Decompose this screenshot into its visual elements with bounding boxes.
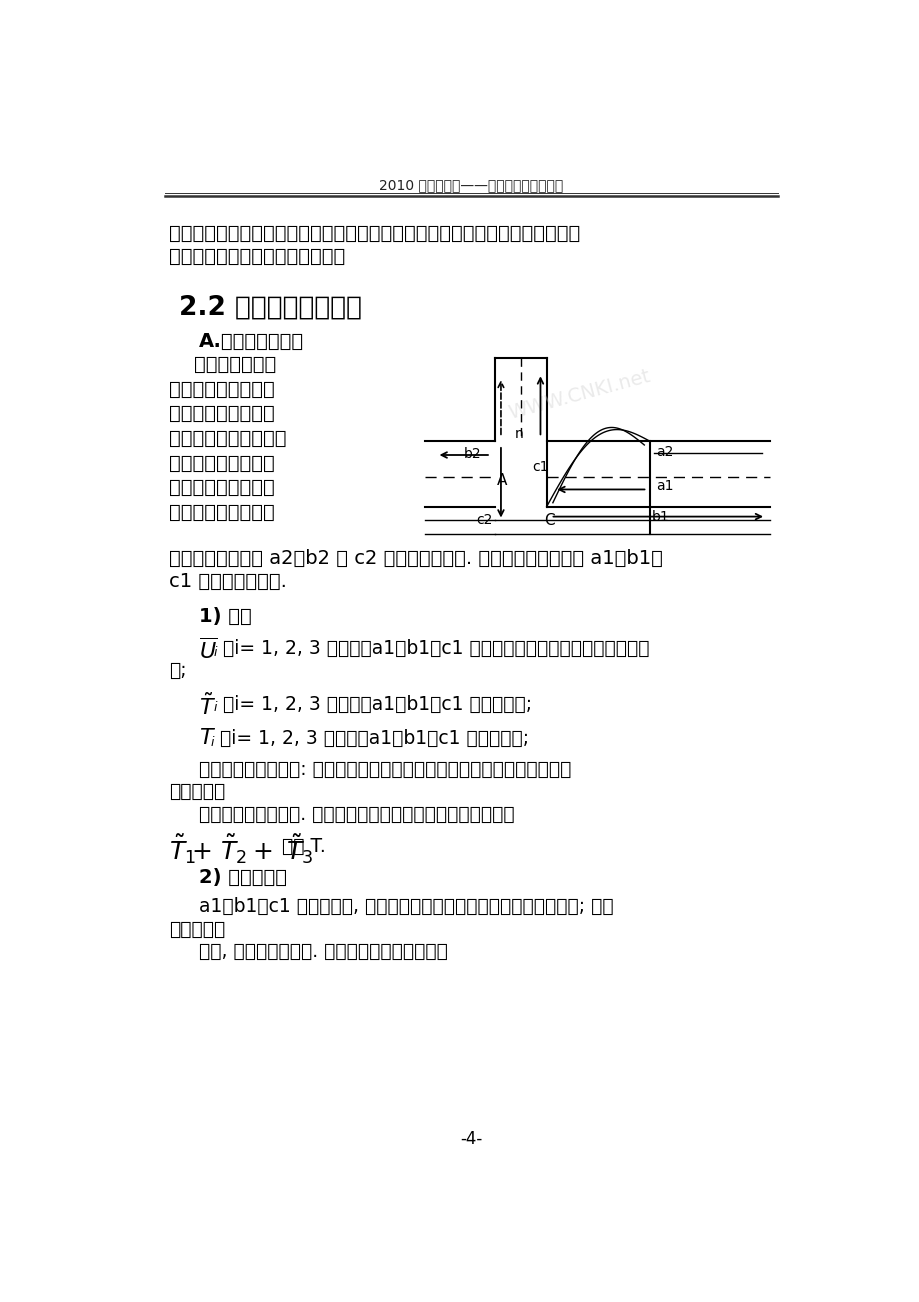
Text: $_i$: $_i$: [213, 641, 219, 659]
Text: 记作 T.: 记作 T.: [281, 837, 325, 855]
Text: a1、b1、c1 两两相冲突, 在某段时间内有且只有其中的一条车流通行; 对于: a1、b1、c1 两两相冲突, 在某段时间内有且只有其中的一条车流通行; 对于: [199, 897, 613, 917]
Text: 已有的模型是建: 已有的模型是建: [169, 355, 277, 374]
Text: b1: b1: [651, 510, 668, 525]
Text: 行人时，对于车流 a2、b2 和 c2 都不用加以管制. 故我们将先讨论只对 a1、b1、: 行人时，对于车流 a2、b2 和 c2 都不用加以管制. 故我们将先讨论只对 a…: [169, 549, 663, 568]
Text: 字路口为例：丁字路: 字路口为例：丁字路: [169, 453, 275, 473]
Text: C: C: [543, 513, 554, 527]
Text: A.现有模型的研究: A.现有模型的研究: [199, 332, 303, 350]
Text: c2: c2: [475, 513, 492, 527]
Text: WWW.CNKI.net: WWW.CNKI.net: [506, 367, 652, 423]
Text: 立在对交通路口的滞: 立在对交通路口的滞: [169, 380, 275, 398]
Text: 上的，以较为简单的丁: 上的，以较为简单的丁: [169, 428, 287, 448]
Text: 2) 模型的分析: 2) 模型的分析: [199, 867, 287, 887]
Text: 流量。因此，在合理分配红绿灯时间的情况下，我们就能够较为合理的分配交通: 流量。因此，在合理分配红绿灯时间的情况下，我们就能够较为合理的分配交通: [169, 224, 580, 243]
Text: A: A: [496, 474, 507, 488]
Text: 灯依次亮一: 灯依次亮一: [169, 781, 225, 801]
Text: $+\ \tilde{T}_2+\ \tilde{T}_3$: $+\ \tilde{T}_2+\ \tilde{T}_3$: [191, 833, 313, 866]
Text: 某一条车道: 某一条车道: [169, 921, 225, 939]
Text: $\tilde{T}_1$: $\tilde{T}_1$: [169, 833, 196, 866]
Text: n: n: [515, 427, 523, 441]
Text: $\overline{U}$: $\overline{U}$: [199, 638, 217, 663]
Text: 示，不考虑自行车和: 示，不考虑自行车和: [169, 503, 275, 522]
Text: 2010 年数学建模——交通红绿灯管制研究: 2010 年数学建模——交通红绿灯管制研究: [379, 178, 563, 193]
Text: 口的车流示意如图所: 口的车流示意如图所: [169, 478, 275, 497]
Text: 定义交通周期的概念: 一个交通周期即在一个路口，所有的不可同时亮的绿: 定义交通周期的概念: 一个交通周期即在一个路口，所有的不可同时亮的绿: [199, 760, 571, 779]
Text: b2: b2: [463, 448, 481, 461]
Text: 在i= 1, 2, 3 时分别为a1、b1、c1 的红灯时间;: 在i= 1, 2, 3 时分别为a1、b1、c1 的红灯时间;: [220, 729, 528, 749]
Text: a1: a1: [655, 479, 673, 492]
Text: c1: c1: [532, 461, 549, 474]
Text: -4-: -4-: [460, 1130, 482, 1148]
Text: 而言, 红绿灯循环交替. 故若不考虑黄灯，我们有: 而言, 红绿灯循环交替. 故若不考虑黄灯，我们有: [199, 941, 447, 961]
Text: 2.2 模型的建立和分析: 2.2 模型的建立和分析: [178, 294, 361, 320]
Text: $T$: $T$: [199, 728, 215, 747]
Text: $_i$: $_i$: [210, 730, 216, 749]
Text: $\tilde{T}$: $\tilde{T}$: [199, 693, 215, 719]
Text: c1 进行管制的情况.: c1 进行管制的情况.: [169, 572, 287, 591]
Text: 资源而尽量少的避免交通的阻塞。: 资源而尽量少的避免交通的阻塞。: [169, 247, 346, 266]
Text: 度;: 度;: [169, 660, 187, 680]
Text: 1) 记号: 1) 记号: [199, 607, 251, 626]
Text: 在i= 1, 2, 3 时分别为a1、b1、c1 的绿灯时间;: 在i= 1, 2, 3 时分别为a1、b1、c1 的绿灯时间;: [223, 694, 532, 713]
Text: $_i$: $_i$: [213, 697, 219, 713]
Text: 留车流的分析的基础: 留车流的分析的基础: [169, 404, 275, 423]
Text: 遍所需要的总的时间. 例如在丁字路口模型中，一个交通周期是: 遍所需要的总的时间. 例如在丁字路口模型中，一个交通周期是: [199, 805, 514, 824]
Text: a2: a2: [655, 445, 673, 460]
Text: 在i= 1, 2, 3 时分别为a1、b1、c1 在遇到红灯后的停止车队尾部增长速: 在i= 1, 2, 3 时分别为a1、b1、c1 在遇到红灯后的停止车队尾部增长…: [223, 639, 650, 658]
